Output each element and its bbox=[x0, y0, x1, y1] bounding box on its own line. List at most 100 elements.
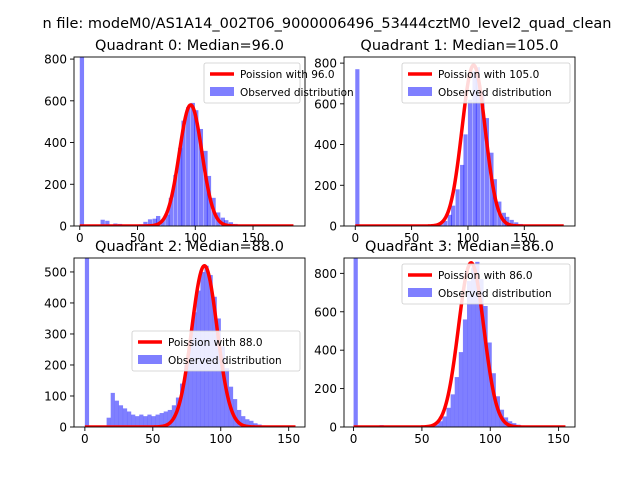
x-tick-label: 0 bbox=[76, 231, 84, 245]
axes-title: Quadrant 0: Median=96.0 bbox=[95, 38, 284, 54]
x-tick-label: 50 bbox=[145, 432, 160, 446]
histogram-bar bbox=[155, 414, 160, 427]
histogram-bar bbox=[79, 57, 85, 226]
histogram-bar bbox=[447, 214, 452, 226]
histogram-bar bbox=[479, 279, 484, 427]
y-tick-label: 0 bbox=[59, 220, 67, 234]
legend-hist-label: Observed distribution bbox=[438, 288, 552, 300]
histogram-bar bbox=[220, 346, 225, 427]
axes-1: 0 50 100 150 0 200 400 600 800 Quadrant 1: Median… bbox=[314, 38, 576, 245]
histogram-bar bbox=[143, 221, 148, 226]
histogram-bar bbox=[163, 411, 168, 427]
histogram-bar bbox=[237, 409, 242, 427]
axes-title: Quadrant 1: Median=105.0 bbox=[360, 38, 558, 54]
y-tick-label: 400 bbox=[44, 136, 67, 150]
histogram-bar bbox=[151, 416, 156, 427]
histogram-bar bbox=[458, 352, 464, 427]
axes-frame bbox=[343, 257, 576, 428]
histogram-bar bbox=[203, 150, 208, 226]
y-tick-label: 0 bbox=[59, 421, 67, 435]
poisson-curve bbox=[352, 261, 567, 427]
legend-hist-label: Observed distribution bbox=[240, 87, 354, 99]
histogram-bar bbox=[118, 405, 124, 427]
x-tick-label: 150 bbox=[242, 231, 265, 245]
histogram-bar bbox=[156, 215, 161, 226]
histogram-bar bbox=[186, 107, 191, 226]
axes-title: Quadrant 3: Median=86.0 bbox=[365, 239, 554, 255]
y-tick-label: 200 bbox=[314, 382, 337, 396]
axes-3: 0 50 100 150 0 200 400 600 800 Quadrant 3: Median… bbox=[314, 239, 576, 446]
legend-poisson-label: Poission with 96.0 bbox=[240, 69, 335, 81]
legend-hist-swatch bbox=[408, 288, 432, 297]
y-tick-label: 0 bbox=[329, 220, 337, 234]
x-tick-label: 150 bbox=[547, 432, 570, 446]
histogram-bar bbox=[177, 147, 183, 226]
histogram-bar bbox=[216, 318, 221, 427]
histogram-bar bbox=[139, 414, 144, 427]
y-tick-label: 200 bbox=[314, 179, 337, 193]
histogram-bar bbox=[100, 219, 105, 226]
x-tick-label: 150 bbox=[277, 432, 300, 446]
histogram-bar bbox=[446, 407, 451, 427]
x-tick-label: 100 bbox=[184, 231, 207, 245]
axes-frame bbox=[343, 56, 576, 227]
y-tick-label: 500 bbox=[44, 265, 67, 279]
y-tick-label: 600 bbox=[44, 94, 67, 108]
legend-frame bbox=[401, 263, 571, 305]
y-tick-label: 200 bbox=[44, 358, 67, 372]
histogram-bar bbox=[159, 413, 164, 427]
legend: Poission with 88.0 Observed distribution bbox=[131, 330, 301, 372]
histogram-bar bbox=[179, 383, 185, 427]
legend-frame bbox=[131, 330, 301, 372]
x-tick-label: 0 bbox=[351, 231, 359, 245]
histogram-bar bbox=[110, 392, 115, 427]
histogram-bar bbox=[472, 71, 477, 226]
histogram-bar bbox=[147, 414, 152, 427]
histogram-bar bbox=[483, 306, 488, 427]
histogram-bar bbox=[165, 214, 170, 226]
histogram-bar bbox=[152, 218, 157, 226]
histogram-bar bbox=[355, 69, 360, 226]
y-tick-label: 400 bbox=[314, 138, 337, 152]
histogram-bar bbox=[114, 400, 119, 427]
histogram-bar bbox=[135, 416, 140, 427]
histogram-bar bbox=[245, 419, 250, 427]
legend: Poission with 86.0 Observed distribution bbox=[401, 263, 571, 305]
y-tick-label: 100 bbox=[44, 389, 67, 403]
histogram-bar bbox=[143, 416, 148, 427]
histogram-bar bbox=[188, 340, 193, 427]
histogram-bar bbox=[471, 267, 476, 427]
histogram-bar bbox=[484, 118, 490, 226]
histogram-bar bbox=[181, 120, 186, 226]
y-tick-label: 600 bbox=[314, 97, 337, 111]
histogram-bar bbox=[105, 220, 110, 226]
histogram-bar bbox=[131, 414, 136, 427]
histogram-bar bbox=[106, 417, 111, 427]
y-tick-label: 400 bbox=[314, 344, 337, 358]
y-tick-label: 200 bbox=[44, 178, 67, 192]
histogram-bar bbox=[462, 319, 468, 427]
histogram-bar bbox=[168, 197, 173, 226]
y-tick-label: 300 bbox=[44, 327, 67, 341]
y-tick-label: 0 bbox=[329, 421, 337, 435]
histogram-bar bbox=[190, 102, 195, 226]
histogram-bar bbox=[253, 423, 258, 427]
legend-hist-swatch bbox=[210, 87, 234, 96]
histogram-bar bbox=[198, 128, 204, 226]
histogram-bar bbox=[487, 342, 492, 427]
poisson-curve bbox=[354, 63, 565, 226]
x-tick-label: 100 bbox=[209, 432, 232, 446]
axes-2: 0 50 100 150 0 100 200 300 400 500 Quadrant 2: Med… bbox=[44, 239, 306, 446]
histogram-bar bbox=[194, 110, 199, 226]
histogram-bar bbox=[455, 189, 460, 226]
histogram-bar bbox=[460, 164, 465, 226]
histogram-bar bbox=[442, 416, 447, 427]
poisson-curve bbox=[78, 103, 295, 226]
y-tick-label: 800 bbox=[44, 53, 67, 67]
histogram-bar bbox=[463, 134, 468, 226]
y-tick-label: 800 bbox=[314, 267, 337, 281]
legend-hist-swatch bbox=[408, 87, 432, 96]
histogram-bar bbox=[84, 258, 90, 427]
legend-hist-swatch bbox=[138, 355, 162, 364]
